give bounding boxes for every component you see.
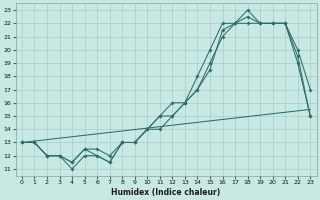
X-axis label: Humidex (Indice chaleur): Humidex (Indice chaleur) [111,188,221,197]
